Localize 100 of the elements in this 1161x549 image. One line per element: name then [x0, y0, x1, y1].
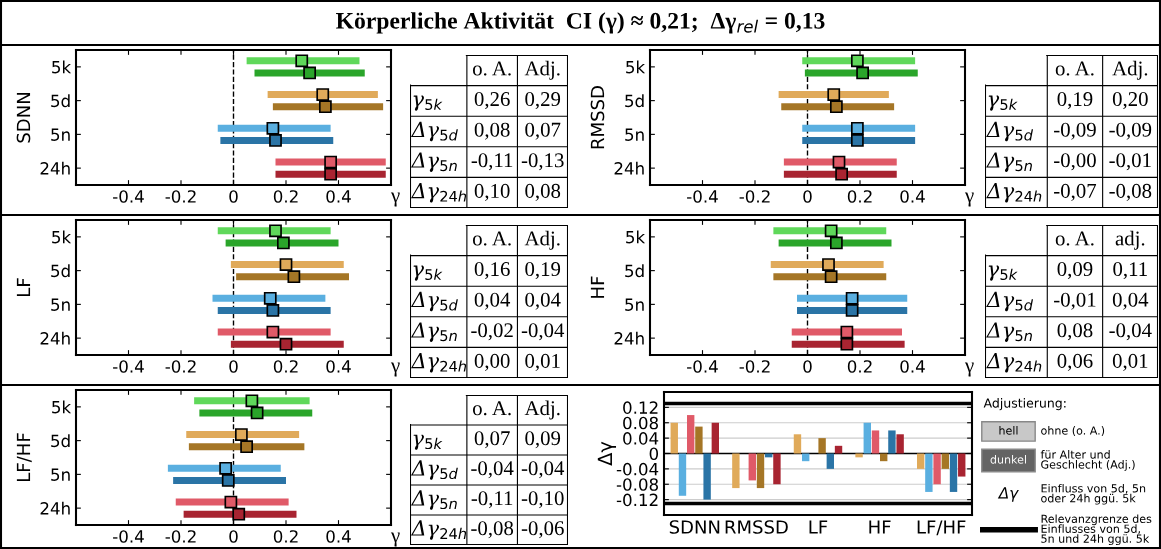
x-tick-label: LF/HF [917, 520, 966, 536]
x-tick-label: 0.2 [273, 190, 298, 203]
text: 0,29 [525, 92, 561, 110]
text: 0,11 [1113, 262, 1147, 280]
category-label: γ$_{5k}$ [988, 265, 1018, 281]
text: 0,04 [525, 292, 561, 310]
x-tick-label: -0.4 [113, 190, 144, 203]
y-tick-label: 5n [51, 128, 70, 141]
category-label: Δγ$_{24h}$ [986, 182, 1042, 203]
text: -0,01 [1109, 153, 1151, 171]
x-axis-title: γ [964, 362, 974, 377]
category-label: o. A. [1055, 231, 1094, 246]
y-tick-label: 5d [51, 94, 70, 108]
text: 0,04 [474, 292, 511, 310]
text: 0,16 [474, 262, 510, 280]
category-label: Adj. [1112, 60, 1148, 80]
y-tick-label: 5k [52, 60, 72, 74]
y-axis-title: LF/HF [16, 433, 32, 481]
x-tick-label: 0.4 [326, 190, 351, 203]
x-tick-label: -0.4 [687, 190, 718, 203]
text: 0,07 [525, 122, 561, 140]
category-label: adj. [1115, 230, 1145, 250]
category-label: γ$_{5k}$ [413, 95, 443, 111]
text: Δγ [997, 487, 1019, 502]
y-tick-label: 5k [52, 400, 72, 414]
x-tick-label: 0 [229, 530, 238, 543]
category-label: Δγ$_{5n}$ [986, 322, 1032, 342]
y-tick-label: 24h [614, 161, 644, 175]
text: dunkel [990, 455, 1026, 464]
category-label: Δγ$_{5n}$ [410, 152, 457, 172]
x-tick-label: RMSSD [725, 520, 788, 534]
y-tick-label: 0.12 [623, 401, 658, 414]
x-tick-label: 0.2 [273, 360, 298, 373]
text: -0,08 [471, 521, 514, 539]
y-tick-label: 5d [625, 264, 644, 278]
text: -0,11 [471, 153, 513, 171]
x-tick-label: 0.4 [326, 360, 351, 373]
text: -0,04 [471, 461, 514, 479]
y-tick-label: 5d [625, 94, 644, 108]
category-label: Δγ$_{24h}$ [410, 182, 467, 203]
text: -0,10 [521, 491, 564, 509]
text: Adjustierung: [983, 398, 1066, 411]
category-label: Adj. [524, 230, 560, 250]
text: 0,26 [474, 92, 510, 110]
y-tick-label: -0.08 [616, 478, 658, 491]
y-tick-label: 24h [40, 501, 70, 515]
category-label: o. A. [472, 61, 511, 76]
y-tick-label: 0 [649, 447, 659, 461]
category-label: Adj. [524, 60, 560, 80]
y-tick-label: -0.12 [616, 493, 658, 507]
x-axis-title: γ [390, 192, 400, 207]
text: Einfluss von 5d, 5n oder 24h ggü. 5k [1041, 483, 1146, 505]
y-tick-label: 5k [626, 230, 646, 244]
y-tick-label: 24h [40, 161, 70, 175]
x-tick-label: -0.2 [165, 190, 196, 203]
category-label: o. A. [472, 231, 511, 246]
text: 0,10 [474, 183, 510, 201]
x-tick-label: LF [809, 520, 828, 534]
text: 0,09 [1057, 262, 1093, 280]
y-axis-title: HF [590, 276, 605, 298]
text: -0,04 [521, 461, 565, 479]
text: 0,08 [525, 183, 561, 201]
category-label: Δγ$_{5d}$ [986, 121, 1034, 142]
x-tick-label: 0.2 [847, 360, 872, 373]
x-tick-label: 0 [803, 360, 812, 373]
y-axis-title: SDNN [16, 93, 31, 143]
text: -0,11 [471, 491, 513, 509]
x-tick-label: -0.2 [739, 360, 770, 373]
text: -0,02 [471, 323, 513, 341]
category-label: Δγ$_{5d}$ [410, 291, 458, 312]
x-tick-label: 0.4 [900, 360, 925, 373]
y-axis-title: Δγ [597, 441, 617, 466]
y-axis-title: RMSSD [590, 86, 605, 149]
text: 0,06 [1057, 353, 1093, 371]
y-tick-label: 5d [51, 434, 70, 448]
y-tick-label: 5n [625, 298, 644, 311]
category-label: γ$_{5k}$ [413, 265, 443, 281]
category-label: Δγ$_{5n}$ [410, 322, 457, 342]
text: 0,08 [474, 122, 510, 140]
x-axis-title: γ [390, 532, 400, 547]
y-tick-label: 24h [40, 331, 70, 345]
category-label: Δγ$_{5d}$ [410, 121, 458, 142]
x-tick-label: 0 [229, 190, 238, 203]
category-label: Δγ$_{5n}$ [410, 490, 457, 510]
x-tick-label: SDNN [669, 520, 720, 534]
text: -0,07 [1054, 183, 1097, 201]
text: 0,07 [474, 431, 510, 449]
category-label: o. A. [1055, 61, 1094, 76]
text: 0,19 [1057, 92, 1093, 110]
x-tick-label: 0 [803, 190, 812, 203]
y-tick-label: 5n [51, 468, 70, 481]
y-tick-label: 0.04 [623, 432, 659, 445]
category-label: Δγ$_{5n}$ [986, 152, 1032, 172]
y-tick-label: 5k [626, 60, 646, 74]
text: -0,00 [1054, 153, 1096, 171]
category-label: Δγ$_{5d}$ [410, 460, 458, 480]
category-label: γ$_{5k}$ [413, 434, 443, 450]
x-tick-label: -0.4 [687, 360, 718, 373]
text: 0,01 [1112, 353, 1148, 371]
x-tick-label: HF [869, 520, 891, 534]
